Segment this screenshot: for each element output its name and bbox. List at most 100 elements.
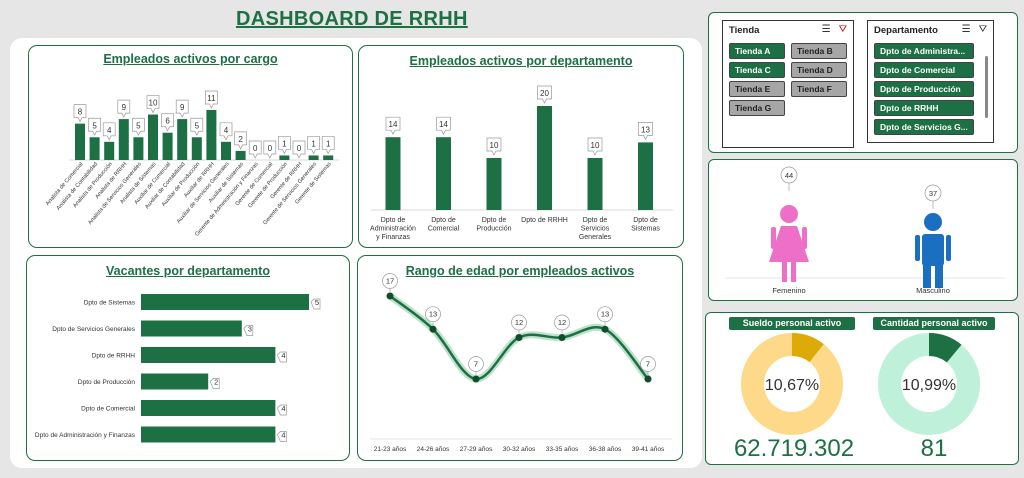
chart-title-departamento: Empleados activos por departamento: [409, 54, 633, 68]
y-tick-label: Dpto de Producción: [78, 379, 135, 386]
data-label: 44: [785, 171, 793, 180]
x-tick-label: 24-26 años: [417, 446, 450, 453]
slicer-item-tienda[interactable]: Tienda F: [791, 81, 847, 97]
chart-vacantes: Dpto de Sistemas 5 Dpto de Servicios Gener…: [35, 294, 321, 443]
y-tick-label: Dpto de Servicios Generales: [52, 326, 135, 333]
chart-departamento: 14 14 10 20 10 13 Dpto de Administración y Finan…: [370, 85, 673, 241]
data-label: 20: [540, 89, 549, 98]
data-label: 7: [646, 360, 650, 369]
data-label-box: [321, 136, 335, 155]
male-label: Masculino: [916, 286, 950, 295]
multi-select-icon[interactable]: ☰: [821, 24, 831, 35]
dashboard-title: DASHBOARD DE RRHH: [236, 8, 468, 30]
data-label-box: [537, 85, 552, 104]
data-label-box: [436, 116, 451, 135]
data-label: 1: [326, 139, 331, 148]
data-label-bubble: [511, 314, 527, 331]
bar: [177, 119, 188, 160]
data-label-box: [243, 325, 254, 336]
person-arm: [915, 235, 920, 261]
chart-card-cargo: Empleados activos por cargo 8 Analista de…: [28, 45, 353, 248]
bar: [104, 141, 115, 160]
data-point: [601, 325, 609, 333]
slicer-item-departamento[interactable]: Dpto de Producción: [874, 81, 974, 97]
chart-title-vacantes: Vacantes por departamento: [106, 264, 270, 278]
data-label-bubble: [468, 356, 484, 372]
data-label-box: [146, 95, 160, 114]
slicer-item-tienda[interactable]: Tienda A: [729, 43, 785, 59]
x-tick-label: Dpto de Producción: [476, 217, 511, 233]
person-dress: [769, 226, 809, 262]
data-label-box: [276, 404, 287, 416]
data-label: 6: [165, 117, 170, 126]
slicer-scrollbar[interactable]: [985, 56, 988, 118]
data-label: 4: [281, 404, 285, 413]
slicer-item-departamento[interactable]: Dpto de RRHH: [874, 100, 974, 116]
data-label: 13: [429, 310, 437, 319]
slicer-item-departamento[interactable]: Dpto de Comercial: [874, 62, 974, 78]
data-point: [472, 375, 480, 383]
bar: [323, 155, 334, 160]
data-label: 9: [122, 103, 127, 112]
data-label: 7: [474, 360, 478, 369]
bar: [118, 119, 129, 160]
x-tick-label: 21-23 años: [374, 446, 407, 453]
filter-icon[interactable]: ⛛: [978, 24, 987, 35]
data-label-box: [234, 131, 247, 150]
data-label-box: [102, 122, 116, 141]
bar: [75, 123, 85, 160]
slicer-item-tienda[interactable]: Tienda C: [729, 62, 785, 78]
data-label: 0: [297, 144, 302, 153]
slicer-item-tienda[interactable]: Tienda G: [729, 100, 785, 116]
y-tick-label: Dpto de Comercial: [81, 406, 135, 413]
data-label-box: [263, 140, 277, 159]
data-label-box: [307, 136, 320, 155]
data-label-box: [161, 113, 174, 132]
slicer-item-departamento[interactable]: Dpto de Servicios G...: [874, 119, 974, 135]
data-point: [386, 292, 394, 300]
slicer-item-tienda[interactable]: Tienda E: [729, 81, 785, 97]
chart-card-departamento: Empleados activos por departamento 14 14 1…: [358, 45, 684, 248]
kpi-salary-donut-percent: 10,67%: [765, 377, 819, 394]
data-label-bubble: [780, 166, 798, 184]
bar: [537, 106, 552, 210]
person-leg: [923, 264, 931, 288]
slicer-item-tienda[interactable]: Tienda B: [791, 43, 847, 59]
person-head: [780, 205, 798, 223]
data-label: 10: [149, 99, 158, 108]
y-tick-label: Dpto de Administración y Finanzas: [35, 432, 136, 439]
chart-edad: 17 21-23 años 13 24-26 años 7 27-29 años 12 30-…: [370, 273, 672, 453]
y-tick-label: Dpto de Sistemas: [84, 300, 136, 307]
slicer-departamento-label: Departamento: [874, 25, 938, 36]
gender-chart: 44 37 Femenino Masculino: [725, 166, 1005, 295]
slicer-item-departamento[interactable]: Dpto de Administra...: [874, 43, 974, 59]
x-tick-label: 27-29 años: [460, 446, 493, 453]
data-label-box: [310, 298, 321, 310]
data-label: 0: [268, 144, 273, 153]
clear-filter-icon[interactable]: ⛛: [838, 24, 847, 35]
data-label: 37: [929, 189, 937, 198]
data-point: [558, 334, 566, 341]
multi-select-icon[interactable]: ☰: [961, 24, 971, 35]
bar: [141, 400, 276, 416]
data-label-bubble: [924, 184, 942, 202]
x-tick-label: 39-41 años: [632, 446, 665, 453]
bar: [141, 373, 209, 390]
data-label-box: [385, 116, 401, 135]
slicer-item-tienda[interactable]: Tienda D: [791, 62, 847, 78]
person-leg: [935, 264, 943, 288]
data-label: 5: [195, 121, 200, 130]
data-label: 13: [601, 310, 609, 319]
x-tick-label: 30-32 años: [503, 446, 536, 453]
data-label-box: [638, 122, 653, 141]
data-label-box: [486, 137, 502, 156]
data-label: 12: [558, 318, 566, 327]
bar: [436, 137, 451, 210]
data-label-box: [276, 351, 287, 363]
x-tick-label: Dpto de Sistemas: [631, 217, 660, 233]
data-label: 9: [180, 103, 185, 112]
kpi-headcount-title: Cantidad personal activo: [873, 317, 995, 330]
data-label-box: [73, 104, 87, 123]
gender-card: 44 37 Femenino Masculino: [708, 159, 1018, 301]
person-head: [924, 213, 942, 231]
